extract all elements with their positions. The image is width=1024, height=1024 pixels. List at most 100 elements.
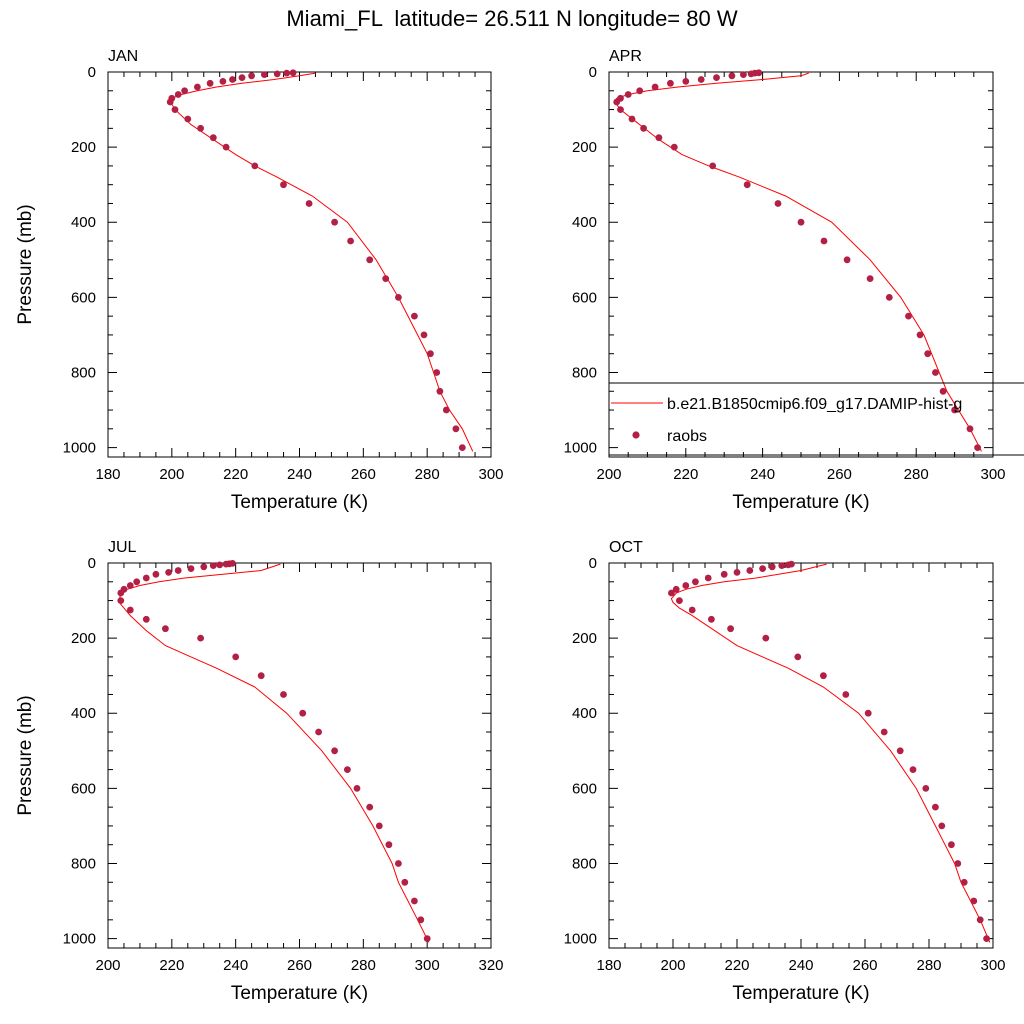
raobs-point — [331, 747, 338, 755]
panel-oct: 180 200 220 240 260 280 300 0 200 400 600 800 1000 OC… — [564, 539, 1006, 1004]
raobs-point — [168, 94, 176, 102]
raobs-point — [960, 878, 968, 886]
raobs-point — [682, 78, 690, 85]
raobs-point — [353, 785, 361, 792]
raobs-point — [232, 653, 240, 661]
x-tick-label: 280 — [415, 466, 440, 483]
x-tick-label: 280 — [916, 957, 941, 974]
raobs-point — [974, 444, 981, 451]
y-tick-label: 0 — [589, 555, 597, 572]
raobs-point — [667, 79, 674, 87]
x-tick-label: 300 — [980, 466, 1005, 483]
raobs-point — [885, 294, 893, 301]
raobs-point — [133, 578, 141, 586]
raobs-point — [280, 181, 287, 189]
raobs-point — [382, 275, 390, 282]
x-tick-label: 200 — [596, 466, 621, 483]
y-tick-label: 800 — [572, 855, 597, 872]
figure-title: Miami_FL latitude= 26.511 N longitude= 8… — [286, 6, 738, 31]
raobs-point — [672, 585, 680, 593]
raobs-point — [939, 387, 947, 395]
x-axis-title: Temperature (K) — [732, 983, 869, 1004]
raobs-point — [344, 766, 351, 773]
raobs-point — [165, 569, 173, 576]
raobs-point — [126, 606, 134, 614]
raobs-point — [238, 74, 246, 81]
raobs-point — [187, 565, 195, 572]
y-tick-label: 600 — [572, 780, 597, 797]
y-axis-title: Pressure (mb) — [15, 695, 36, 815]
raobs-point — [880, 728, 888, 736]
y-tick-label: 400 — [572, 705, 597, 722]
raobs-point — [628, 115, 636, 123]
raobs-point — [778, 562, 786, 569]
raobs-point — [181, 87, 189, 95]
raobs-point — [670, 143, 678, 151]
raobs-point — [733, 569, 741, 576]
raobs-point — [909, 766, 917, 773]
raobs-point — [916, 331, 924, 339]
y-tick-label: 200 — [572, 139, 597, 156]
raobs-point — [423, 935, 431, 942]
x-tick-label: 260 — [852, 957, 877, 974]
x-tick-label: 240 — [223, 957, 248, 974]
x-tick-label: 260 — [351, 466, 376, 483]
raobs-point — [668, 589, 675, 597]
panel-apr: 200 220 240 260 280 300 0 200 400 600 800 1000 APR Te… — [564, 48, 1006, 513]
plot-frame — [107, 562, 492, 949]
raobs-point — [774, 200, 782, 207]
x-tick-label: 300 — [980, 957, 1005, 974]
raobs-point — [820, 672, 827, 680]
raobs-point — [762, 634, 770, 642]
raobs-point — [289, 69, 297, 77]
panel-jul: 200 220 240 260 280 300 320 0 200 400 600 800 1000 JU… — [15, 539, 504, 1004]
raobs-point — [126, 582, 134, 589]
raobs-point — [820, 237, 828, 245]
raobs-point — [411, 312, 418, 320]
panel-title: JUL — [108, 539, 137, 556]
x-tick-label: 220 — [223, 466, 248, 483]
raobs-point — [200, 563, 208, 571]
raobs-point — [209, 134, 217, 142]
y-tick-label: 200 — [71, 139, 96, 156]
raobs-point — [229, 76, 236, 83]
raobs-point — [433, 369, 441, 376]
raobs-point — [427, 350, 434, 358]
raobs-point — [924, 350, 932, 358]
y-tick-label: 200 — [71, 630, 96, 647]
raobs-point — [257, 672, 265, 680]
raobs-point — [797, 218, 805, 226]
raobs-point — [713, 74, 720, 81]
y-tick-label: 600 — [71, 289, 96, 306]
raobs-point — [174, 91, 182, 98]
raobs-point — [209, 562, 217, 569]
x-tick-label: 200 — [660, 957, 685, 974]
raobs-point — [162, 625, 169, 633]
raobs-point — [938, 822, 946, 830]
raobs-point — [843, 256, 851, 264]
raobs-point — [248, 72, 256, 80]
raobs-point — [184, 115, 192, 123]
raobs-point — [743, 181, 751, 189]
raobs-point — [142, 615, 150, 623]
y-tick-label: 1000 — [564, 440, 597, 457]
raobs-point — [682, 582, 690, 589]
raobs-point — [442, 406, 450, 414]
raobs-point — [617, 106, 624, 113]
x-tick-label: 240 — [788, 957, 813, 974]
raobs-point — [617, 94, 624, 102]
panel-jan: 180 200 220 240 260 280 300 0 200 400 600 800 1000 JA… — [15, 48, 504, 513]
raobs-point — [366, 803, 374, 811]
raobs-point — [280, 691, 287, 698]
plot-frame — [107, 71, 492, 458]
raobs-point — [983, 935, 990, 942]
raobs-point — [197, 634, 205, 642]
raobs-point — [458, 444, 466, 451]
y-tick-label: 600 — [71, 780, 96, 797]
raobs-point — [692, 578, 699, 586]
raobs-point — [746, 567, 754, 574]
raobs-point — [152, 570, 160, 578]
x-tick-label: 200 — [95, 957, 120, 974]
raobs-point — [932, 803, 939, 811]
raobs-point — [948, 841, 955, 849]
